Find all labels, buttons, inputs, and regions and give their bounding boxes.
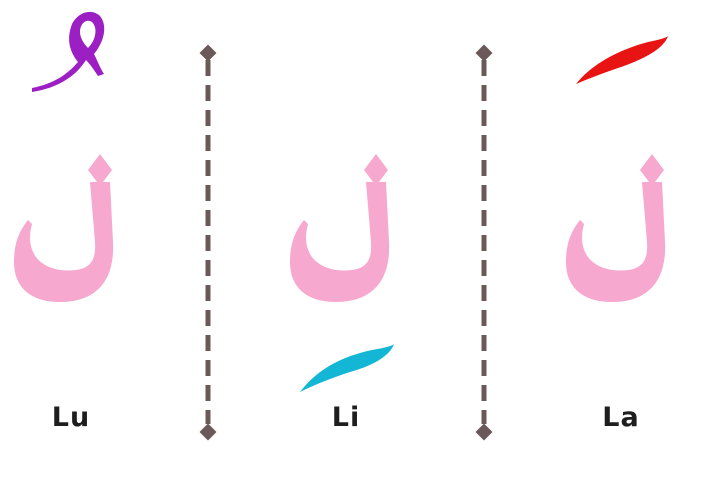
divider-left [199, 44, 217, 441]
dammah-mark [32, 11, 105, 92]
syllable-label-la: La [602, 402, 640, 433]
kasrah-mark [300, 344, 394, 392]
panel-lu [14, 11, 114, 302]
panel-li [290, 154, 394, 392]
letter-lam-la [566, 154, 666, 302]
divider-right [475, 44, 493, 441]
fathah-mark [576, 36, 668, 84]
letter-lam-li [290, 154, 390, 302]
syllable-label-li: Li [331, 402, 361, 433]
syllable-label-lu: Lu [51, 402, 91, 433]
panel-la [566, 36, 668, 302]
letter-lam-lu [14, 154, 114, 302]
